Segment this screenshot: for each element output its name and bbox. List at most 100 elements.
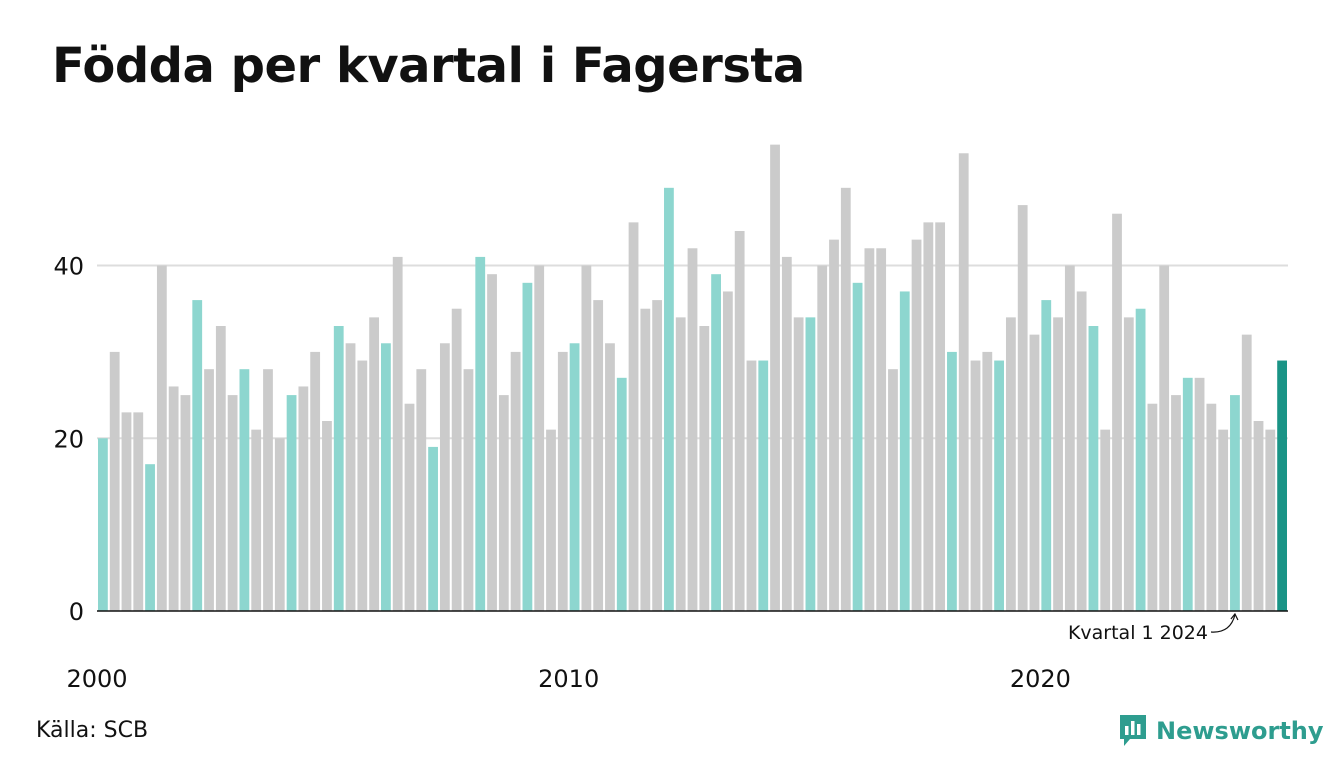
bar: [1206, 403, 1217, 611]
bar: [781, 256, 792, 611]
bar: [168, 386, 179, 611]
bar: [180, 395, 191, 611]
bar: [133, 412, 144, 611]
bar: [923, 222, 934, 611]
bar: [605, 343, 615, 611]
bar: [817, 265, 828, 611]
axes: 0 20 40 2000 2010 2020: [53, 253, 1288, 693]
bar: [1064, 265, 1075, 611]
y-tick-label: 20: [53, 425, 84, 453]
bar: [109, 351, 120, 611]
y-tick-label: 0: [69, 598, 84, 626]
bar: [958, 153, 969, 612]
bar: [628, 222, 639, 611]
bar: [852, 282, 863, 611]
bar: [451, 308, 462, 611]
bar: [1135, 308, 1146, 611]
brand-name: Newsworthy: [1156, 717, 1324, 745]
bar: [699, 326, 710, 611]
bar: [239, 369, 250, 611]
bar: [734, 231, 745, 611]
bar: [652, 300, 663, 611]
bar: [746, 360, 757, 611]
bar: [487, 274, 497, 611]
bar: [711, 274, 721, 611]
x-tick-label: 2010: [538, 665, 599, 693]
newsworthy-logo-icon: [1120, 715, 1146, 746]
bar: [404, 403, 415, 611]
brand-logo: Newsworthy: [1118, 713, 1324, 749]
bar: [156, 265, 167, 611]
bar: [970, 360, 981, 611]
bar: [805, 317, 816, 611]
bar: [1194, 377, 1205, 611]
bar: [557, 351, 568, 611]
bar: [899, 291, 910, 611]
bar: [274, 438, 285, 611]
bar: [204, 369, 214, 611]
bar: [357, 360, 368, 611]
bar: [522, 282, 533, 611]
bar: [227, 395, 238, 611]
bar: [145, 464, 155, 611]
bar: [416, 369, 427, 611]
bar: [546, 429, 556, 611]
bar: [1265, 429, 1276, 611]
annotation-label: Kvartal 1 2024: [1068, 622, 1208, 644]
bar: [463, 369, 474, 611]
bar: [569, 343, 580, 611]
bar: [1123, 317, 1134, 611]
bar: [1076, 291, 1087, 611]
bar: [1053, 317, 1063, 611]
bar: [994, 360, 1004, 611]
y-tick-label: 40: [53, 253, 84, 281]
bar: [1005, 317, 1016, 611]
bar: [1218, 429, 1229, 611]
bar: [840, 187, 851, 611]
bar: [675, 317, 686, 611]
bar: [475, 256, 486, 611]
bar: [1017, 205, 1028, 611]
bar: [286, 395, 297, 611]
bar: [1041, 300, 1052, 611]
bar: [98, 438, 108, 611]
bar: [758, 360, 769, 611]
bar: [369, 317, 380, 611]
bar: [192, 300, 203, 611]
bar: [1241, 334, 1252, 611]
bar: [664, 187, 674, 611]
bar: [947, 351, 957, 611]
annotation: Kvartal 1 2024: [1068, 612, 1239, 644]
bar: [215, 326, 226, 611]
bar: [593, 300, 604, 611]
bar: [345, 343, 356, 611]
bar: [864, 248, 875, 612]
bar: [534, 265, 545, 611]
bar: [888, 369, 898, 611]
x-tick-label: 2000: [66, 665, 127, 693]
bar: [439, 343, 450, 611]
bar: [793, 317, 804, 611]
bar: [322, 421, 332, 611]
bar: [876, 248, 887, 612]
x-tick-label: 2020: [1010, 665, 1071, 693]
bar: [722, 291, 733, 611]
bar: [298, 386, 309, 611]
source-label: Källa: SCB: [36, 718, 149, 743]
bar: [1171, 395, 1181, 611]
bar: [829, 239, 839, 612]
bar: [498, 395, 509, 611]
bar: [1029, 334, 1040, 611]
bar: [1147, 403, 1158, 611]
bar: [982, 351, 993, 611]
bar: [1088, 326, 1099, 611]
bar: [121, 412, 132, 611]
bar: [1159, 265, 1170, 611]
bar: [510, 351, 521, 611]
bar: [770, 144, 780, 612]
bar: [381, 343, 391, 611]
bar: [935, 222, 946, 611]
bar: [392, 256, 403, 611]
bar: [251, 429, 262, 611]
